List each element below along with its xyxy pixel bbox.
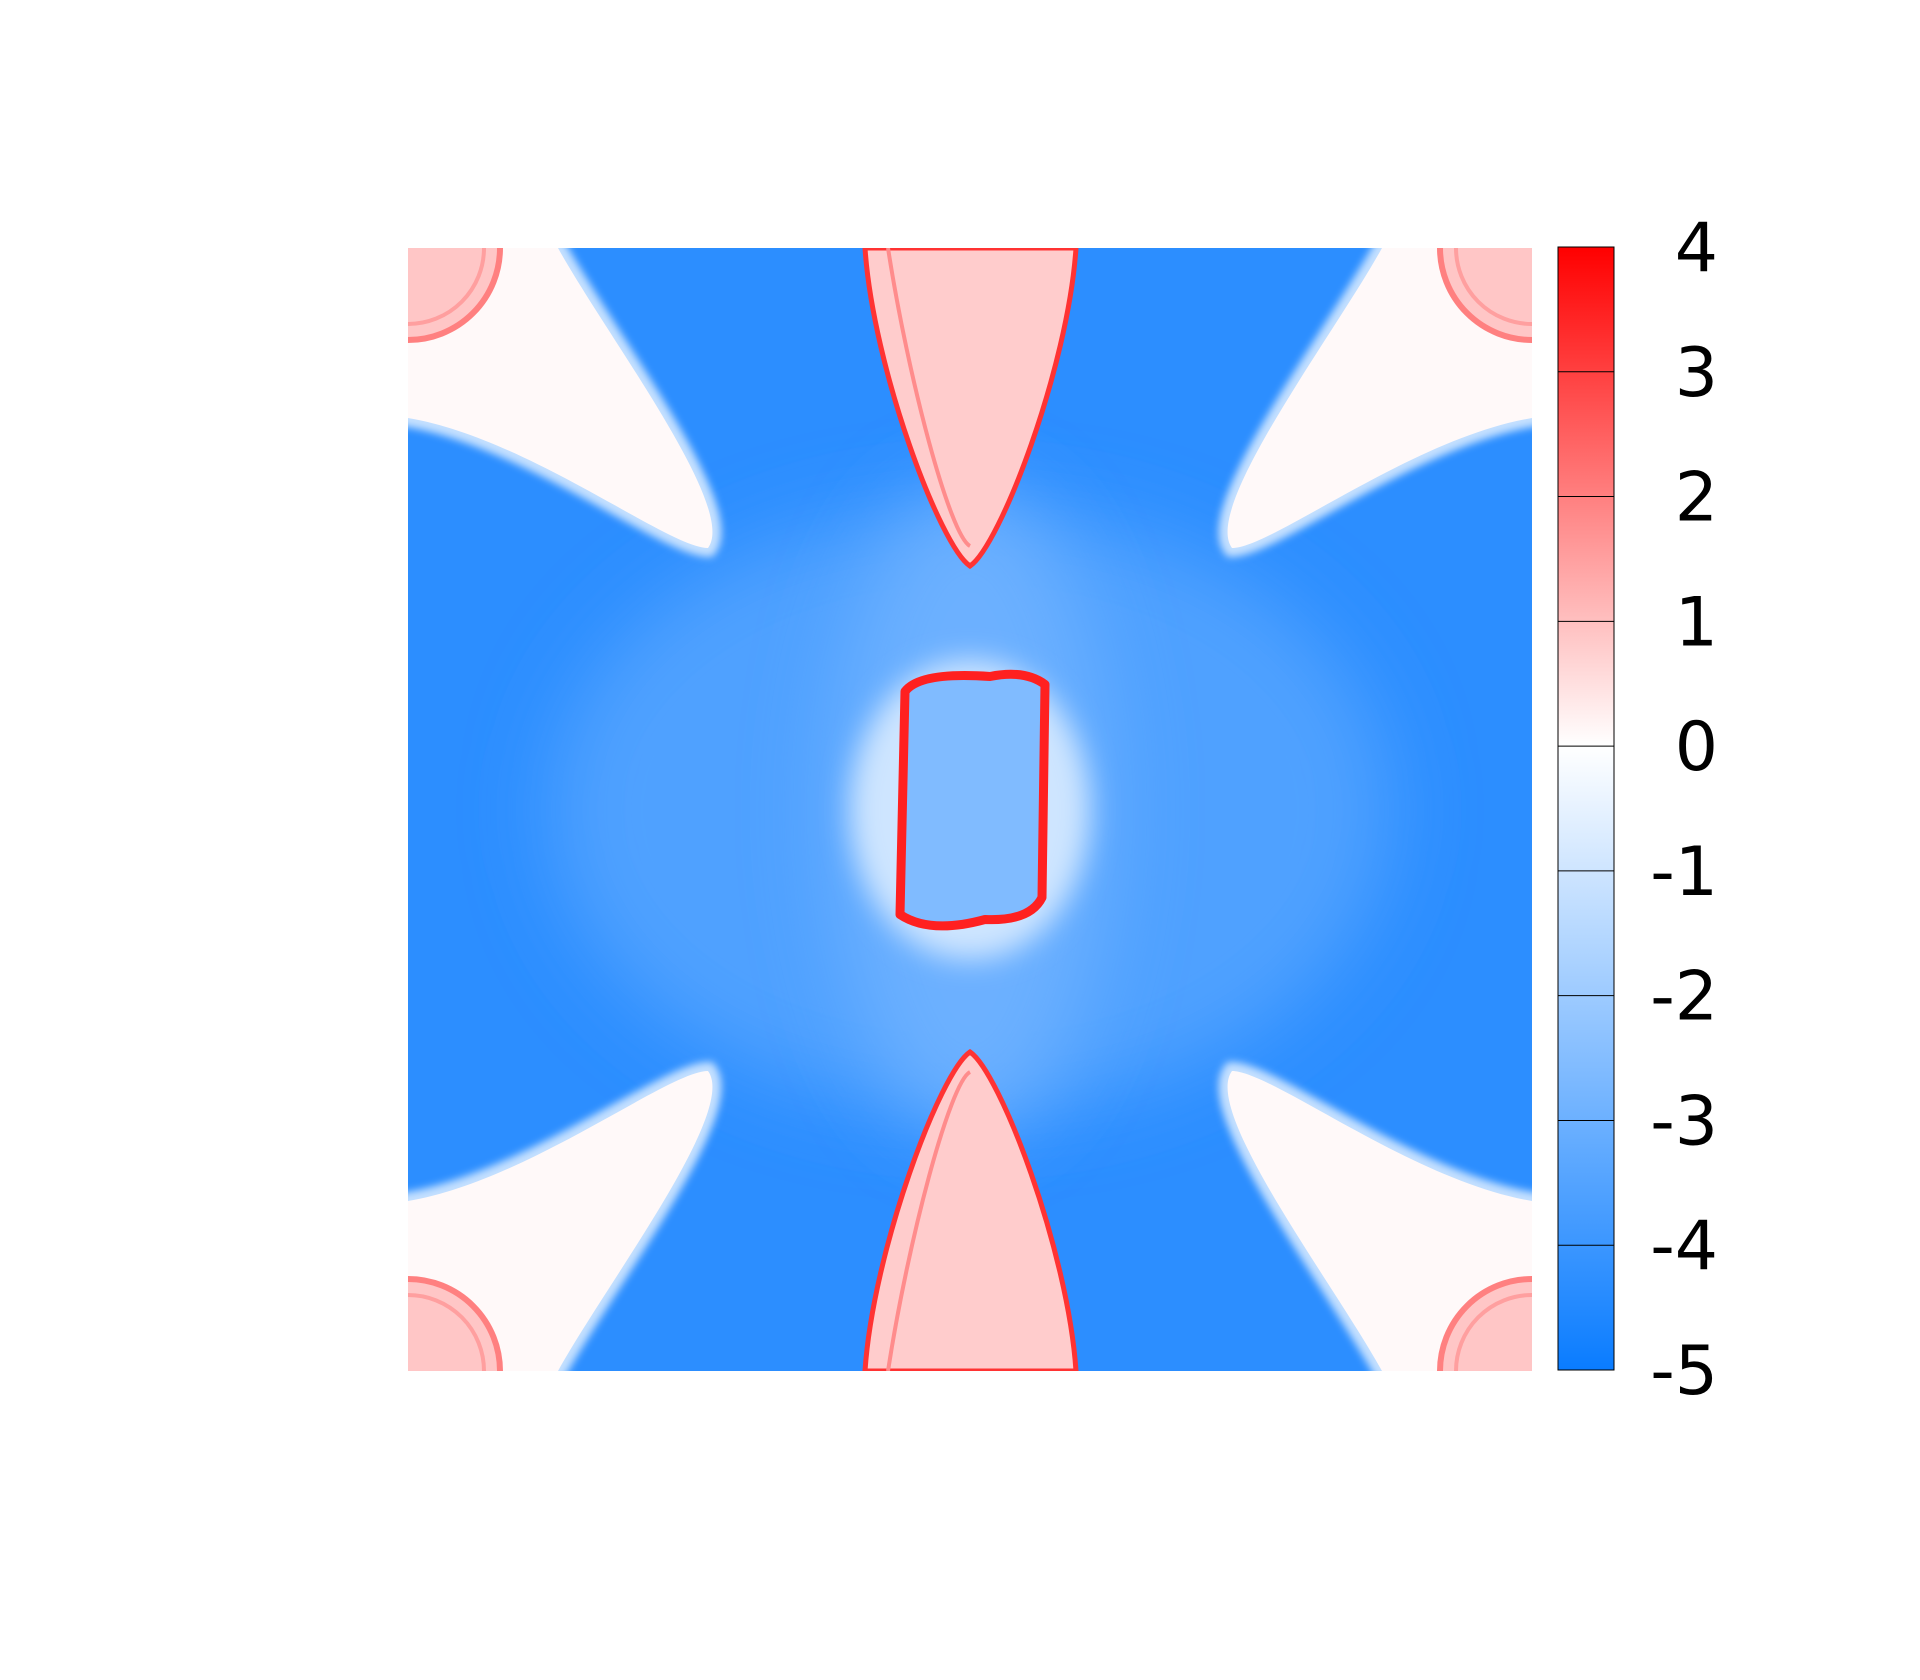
colorbar-tick-label: 3 xyxy=(1675,334,1718,413)
center-ring xyxy=(895,669,1050,931)
colorbar-tick-label: -1 xyxy=(1650,833,1718,912)
corner-arc-bottom-left xyxy=(408,1276,503,1371)
bottom-lobe-inner-edge xyxy=(886,1070,972,1371)
top-lobe-inner-edge xyxy=(886,248,972,548)
corner-lobe-top-left xyxy=(408,248,713,548)
corner-lobe-bottom-left xyxy=(408,1071,713,1371)
colorbar-tick-label: 1 xyxy=(1675,583,1718,662)
corner-lobe-top-right xyxy=(1227,248,1532,548)
colorbar-tick-label: -5 xyxy=(1650,1332,1718,1411)
colorbar-tick-label: -2 xyxy=(1650,958,1718,1037)
corner-arc-bottom-right xyxy=(1437,1276,1532,1371)
top-lobe xyxy=(862,248,1079,570)
colorbar-tick-label: -3 xyxy=(1650,1082,1718,1161)
colorbar-tick-label: -4 xyxy=(1650,1207,1718,1286)
colorbar-gradient xyxy=(1557,246,1615,1371)
colorbar-tick-label: 4 xyxy=(1675,209,1718,288)
corner-lobe-bottom-right xyxy=(1227,1071,1532,1371)
colorbar-tick-label: 2 xyxy=(1675,459,1718,538)
bottom-lobe xyxy=(862,1048,1079,1371)
corner-arc-top-left xyxy=(408,248,503,343)
corner-arc-top-right xyxy=(1437,248,1532,343)
colorbar-tick-label: 0 xyxy=(1675,708,1718,787)
